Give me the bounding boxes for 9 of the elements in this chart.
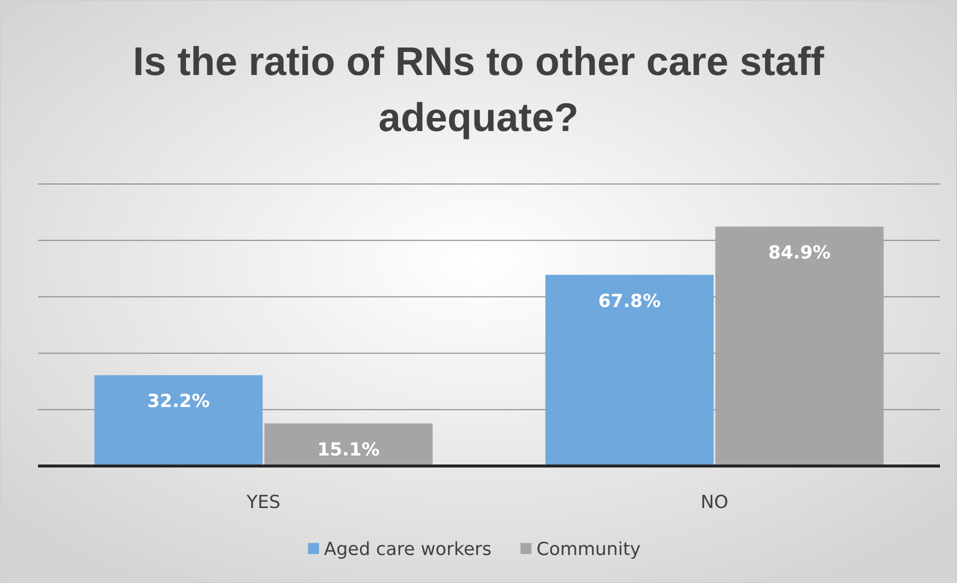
data-label: 15.1% (317, 439, 380, 460)
legend-label: Community (536, 539, 642, 560)
data-label: 32.2% (147, 391, 210, 412)
data-label: 67.8% (598, 290, 661, 312)
x-tick-label: YES (246, 492, 280, 513)
chart-title: Is the ratio of RNs to other care staff adequate? (132, 40, 825, 140)
data-label: 84.9% (768, 242, 831, 264)
x-tick-label: NO (700, 492, 728, 513)
legend-label: Aged care workers (324, 539, 492, 560)
